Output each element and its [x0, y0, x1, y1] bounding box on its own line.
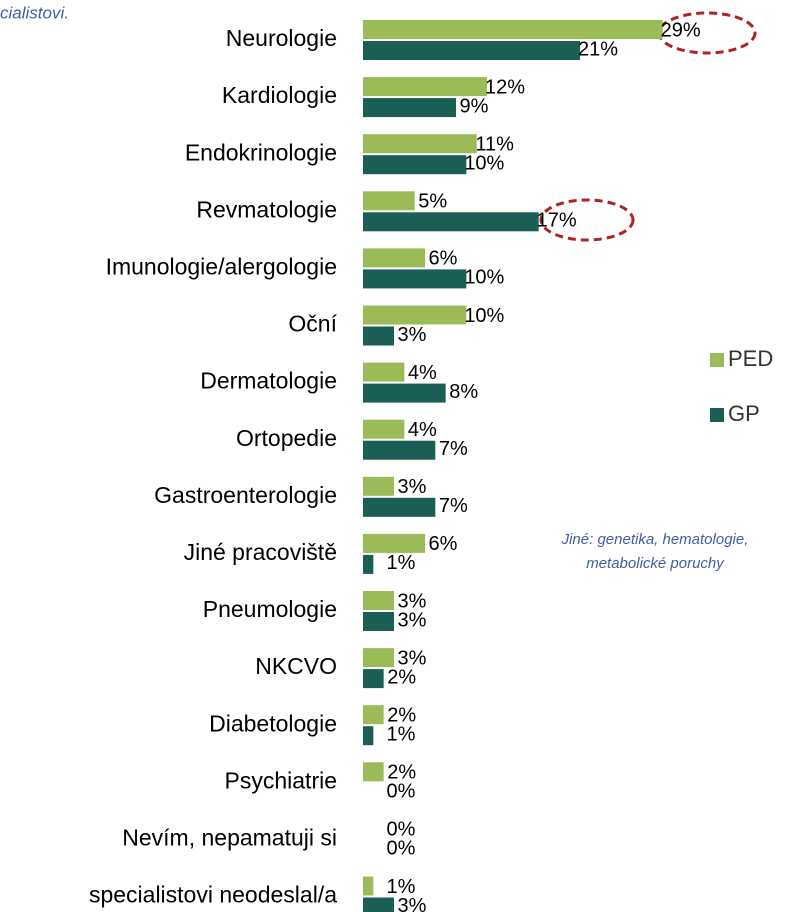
category-label: Gastroenterologie — [154, 482, 337, 508]
category-label: Oční — [288, 311, 337, 337]
data-label: 3% — [398, 609, 427, 631]
data-label: 3% — [398, 476, 427, 498]
data-label: 7% — [439, 495, 468, 517]
data-label: 3% — [398, 895, 427, 912]
data-label: 2% — [387, 762, 416, 784]
bar — [363, 591, 394, 610]
bar — [363, 726, 374, 746]
data-label: 7% — [439, 438, 468, 460]
category-label: Dermatologie — [200, 368, 337, 394]
data-label: 8% — [449, 381, 478, 403]
bar — [363, 41, 580, 60]
bar — [363, 897, 394, 912]
data-label: 10% — [464, 305, 504, 327]
bar — [363, 134, 477, 154]
bar — [363, 648, 394, 668]
data-label: 6% — [429, 248, 458, 270]
data-label: 10% — [464, 267, 504, 289]
data-label: 10% — [464, 152, 504, 174]
data-label: 9% — [460, 95, 489, 117]
data-label: 0% — [387, 819, 416, 841]
category-label: Ortopedie — [236, 425, 337, 451]
legend-label: GP — [728, 401, 760, 426]
bar — [363, 77, 487, 97]
category-label: Pneumologie — [203, 596, 337, 622]
data-label: 17% — [537, 210, 577, 232]
data-label: 6% — [429, 533, 458, 555]
legend-swatch — [710, 353, 724, 367]
bar — [363, 191, 415, 211]
category-label: Neurologie — [226, 25, 337, 51]
note: Jiné: genetika, hematologie, — [561, 531, 749, 548]
bar — [363, 497, 436, 517]
data-label: 3% — [398, 590, 427, 612]
bar — [363, 20, 663, 39]
bar — [363, 98, 456, 118]
data-label: 21% — [578, 38, 618, 60]
subtitle: cialistovi. — [0, 3, 69, 22]
data-label: 5% — [418, 191, 447, 213]
data-label: 12% — [485, 76, 525, 98]
bar — [363, 383, 446, 403]
category-label: Kardiologie — [222, 82, 337, 108]
bar — [363, 533, 425, 553]
data-label: 4% — [408, 419, 437, 441]
category-label: NKCVO — [255, 653, 337, 679]
data-label: 29% — [661, 19, 701, 41]
category-label: specialistovi neodeslal/a — [89, 882, 337, 908]
category-label: Jiné pracoviště — [184, 539, 337, 565]
bar — [363, 876, 374, 896]
data-label: 2% — [387, 704, 416, 726]
data-label: 11% — [475, 133, 514, 155]
bar — [363, 212, 539, 232]
bar — [363, 440, 436, 460]
bar — [363, 155, 467, 175]
bar — [363, 326, 394, 346]
data-label: 3% — [398, 647, 427, 669]
data-label: 4% — [408, 362, 437, 384]
bar — [363, 362, 405, 382]
data-label: 0% — [387, 838, 416, 860]
data-label: 1% — [387, 876, 416, 898]
bar — [363, 305, 467, 325]
data-label: 1% — [387, 552, 416, 574]
data-label: 3% — [398, 324, 427, 346]
category-label: Diabetologie — [209, 710, 337, 736]
bar — [363, 248, 425, 268]
data-label: 1% — [387, 723, 416, 745]
category-label: Revmatologie — [196, 196, 337, 222]
category-label: Psychiatrie — [225, 767, 337, 793]
bar — [363, 705, 384, 725]
category-label: Imunologie/alergologie — [106, 253, 337, 279]
note: metabolické poruchy — [586, 555, 725, 572]
category-label: Endokrinologie — [185, 139, 337, 165]
data-label: 0% — [387, 781, 416, 803]
bar — [363, 476, 394, 496]
data-label: 2% — [387, 666, 416, 688]
bar — [363, 554, 374, 574]
bar — [363, 612, 394, 631]
category-label: Nevím, nepamatuji si — [122, 824, 337, 850]
highlight-ellipse — [539, 198, 635, 242]
bar — [363, 269, 467, 289]
legend-swatch — [710, 408, 724, 422]
bar — [363, 419, 405, 439]
bar — [363, 762, 384, 782]
legend-label: PED — [728, 346, 773, 371]
bar — [363, 669, 384, 689]
